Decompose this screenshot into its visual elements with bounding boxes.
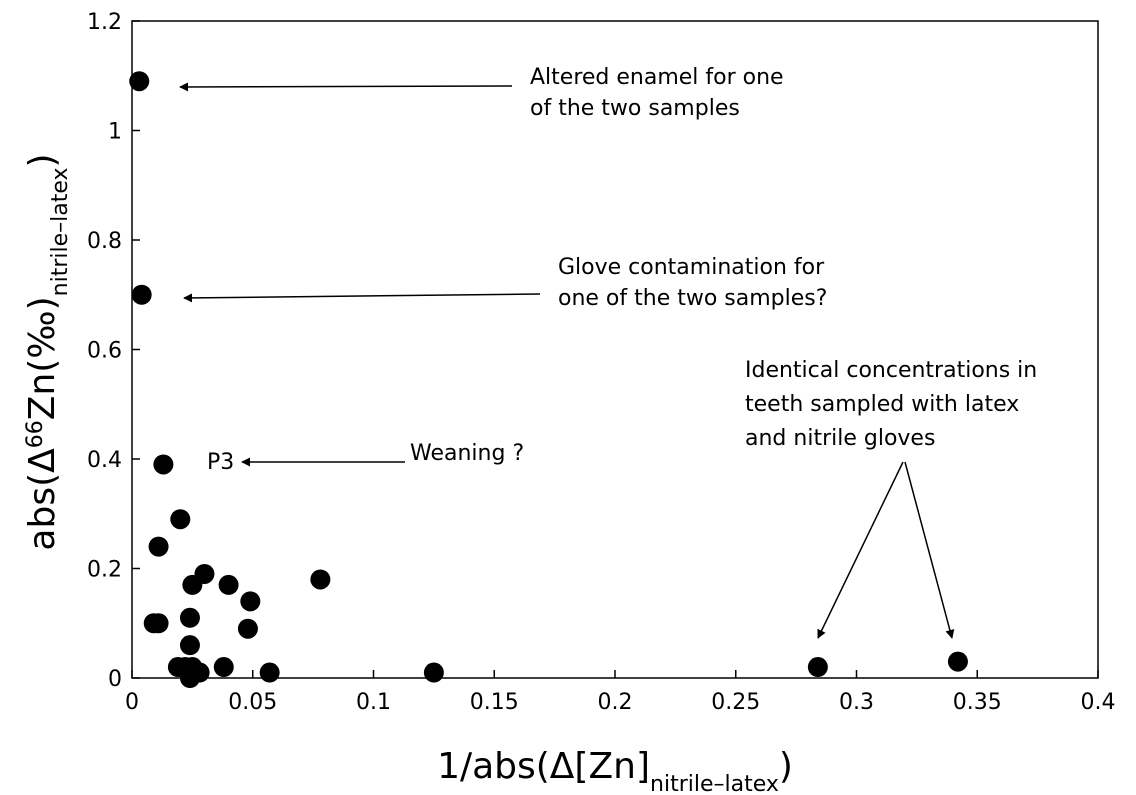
annotation-glove-contamination-arrow [183, 293, 541, 303]
data-point [179, 668, 200, 688]
annotation-glove-contamination-line-2: one of the two samples? [558, 286, 827, 311]
data-point [218, 574, 239, 595]
data-points [129, 71, 968, 688]
x-axis-title: 1/abs(Δ[Zn]nitrile–latex) [437, 746, 793, 795]
data-point [148, 613, 169, 634]
data-point [129, 71, 150, 92]
data-point [131, 284, 152, 305]
y-tick-label: 1 [108, 120, 122, 145]
y-tick-label: 0.4 [87, 448, 122, 473]
data-point [179, 607, 200, 628]
annotation-p3-label: P3 [207, 450, 234, 475]
x-tick-label: 0.3 [839, 690, 874, 715]
y-tick-label: 0.2 [87, 558, 122, 583]
x-tick-label: 0.25 [711, 690, 760, 715]
data-point [179, 635, 200, 656]
annotation-identical-concentrations: Identical concentrations in teeth sample… [745, 358, 1037, 639]
annotation-altered-enamel: Altered enamel for one of the two sample… [179, 65, 784, 121]
x-tick-label: 0.4 [1081, 690, 1116, 715]
y-tick-label: 0 [108, 667, 122, 692]
annotation-altered-enamel-arrow [179, 82, 513, 92]
data-point [148, 536, 169, 557]
y-tick-label: 0.6 [87, 339, 122, 364]
y-axis-title: abs(Δ66Zn(‰)nitrile–latex) [22, 153, 73, 550]
data-point [153, 454, 174, 475]
annotation-weaning-text: Weaning ? [410, 441, 524, 466]
y-axis-ticks: 0 0.2 0.4 0.6 0.8 1 1.2 [87, 10, 140, 692]
x-tick-label: 0.2 [598, 690, 633, 715]
annotation-identical-arrow-right [904, 461, 955, 639]
annotation-identical-line-1: Identical concentrations in [745, 358, 1037, 383]
data-point [310, 569, 331, 590]
data-point [423, 662, 444, 683]
x-axis-ticks: 0 0.05 0.1 0.15 0.2 0.25 0.3 0.35 0.4 [125, 670, 1116, 715]
data-point [170, 509, 191, 530]
data-point [240, 591, 261, 612]
y-tick-label: 1.2 [87, 10, 122, 35]
annotation-identical-line-2: teeth sampled with latex [745, 392, 1019, 417]
x-tick-label: 0.35 [953, 690, 1002, 715]
annotation-identical-line-3: and nitrile gloves [745, 426, 935, 451]
data-point [807, 657, 828, 678]
x-tick-label: 0 [125, 690, 139, 715]
annotation-altered-enamel-line-2: of the two samples [530, 96, 740, 121]
data-point [259, 662, 280, 683]
data-point [237, 618, 258, 639]
x-tick-label: 0.15 [470, 690, 519, 715]
annotation-identical-arrow-left [817, 461, 904, 639]
y-tick-label: 0.8 [87, 229, 122, 254]
annotation-altered-enamel-line-1: Altered enamel for one [530, 65, 784, 90]
data-point [194, 563, 215, 584]
annotation-weaning: Weaning ? P3 [207, 441, 524, 475]
data-point [213, 657, 234, 678]
x-tick-label: 0.05 [228, 690, 277, 715]
annotation-glove-contamination: Glove contamination for one of the two s… [183, 255, 827, 311]
annotation-glove-contamination-line-1: Glove contamination for [558, 255, 825, 280]
data-point [947, 651, 968, 672]
x-tick-label: 0.1 [356, 690, 391, 715]
